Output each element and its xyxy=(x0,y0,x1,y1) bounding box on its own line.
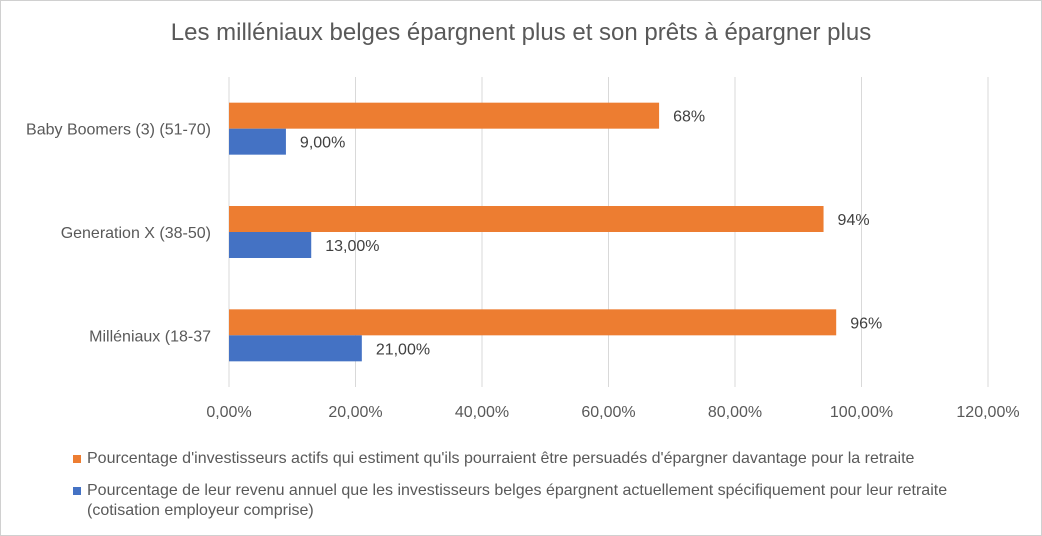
legend-label-series-1: Pourcentage d'investisseurs actifs qui e… xyxy=(87,450,915,467)
legend-item-series-2: Pourcentage de leur revenu annuel que le… xyxy=(73,481,1013,521)
x-tick-label: 20,00% xyxy=(328,404,382,421)
data-label: 21,00% xyxy=(376,341,430,358)
x-tick-label: 80,00% xyxy=(708,404,762,421)
bar-series-1 xyxy=(229,309,837,336)
x-tick-label: 0,00% xyxy=(206,404,251,421)
data-label: 9,00% xyxy=(300,135,345,152)
chart-legend: Pourcentage d'investisseurs actifs qui e… xyxy=(73,449,1013,521)
x-tick-label: 120,00% xyxy=(956,404,1019,421)
data-label: 13,00% xyxy=(325,238,379,255)
category-label: Milléniaux (18-37 xyxy=(89,328,211,345)
x-tick-label: 100,00% xyxy=(830,404,893,421)
chart-title: Les milléniaux belges épargnent plus et … xyxy=(170,19,872,46)
data-label: 94% xyxy=(838,212,870,229)
bar-series-1 xyxy=(229,206,824,232)
bar-series-1 xyxy=(229,102,660,129)
x-tick-label: 40,00% xyxy=(455,404,509,421)
bar-series-2 xyxy=(229,128,286,155)
legend-swatch-series-1 xyxy=(73,455,81,463)
category-label: Generation X (38-50) xyxy=(61,225,211,242)
legend-swatch-series-2 xyxy=(73,487,81,495)
data-label: 68% xyxy=(673,109,705,126)
bar-chart-plot: 0,00% 20,00% 40,00% 60,00% 80,00% 100,00% 120,… xyxy=(26,77,1020,421)
legend-item-series-1: Pourcentage d'investisseurs actifs qui e… xyxy=(73,449,1013,469)
bar-series-2 xyxy=(229,232,312,258)
bar-series-2 xyxy=(229,335,362,362)
x-tick-label: 60,00% xyxy=(581,404,635,421)
legend-label-series-2: Pourcentage de leur revenu annuel que le… xyxy=(87,482,948,519)
category-label: Baby Boomers (3) (51-70) xyxy=(26,122,211,139)
data-label: 96% xyxy=(850,315,882,332)
